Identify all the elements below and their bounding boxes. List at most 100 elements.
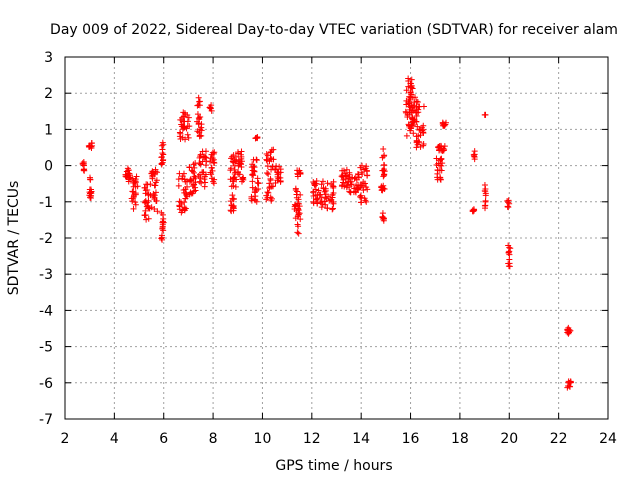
data-point <box>268 156 275 163</box>
data-point <box>201 183 208 190</box>
data-point <box>505 250 512 257</box>
grid-lines <box>65 57 608 419</box>
data-point <box>380 166 387 173</box>
data-point <box>264 170 271 177</box>
data-point <box>407 127 414 134</box>
data-point <box>311 182 318 189</box>
x-tick-label: 14 <box>352 431 370 447</box>
data-point <box>436 142 443 149</box>
data-point <box>129 188 136 195</box>
data-point <box>80 167 87 174</box>
data-point <box>380 167 387 174</box>
data-point <box>339 167 346 174</box>
data-point <box>273 163 280 170</box>
data-point <box>142 211 149 218</box>
data-point <box>264 152 271 159</box>
data-point <box>207 155 214 162</box>
data-point <box>228 208 235 215</box>
data-point <box>210 178 217 185</box>
data-point <box>343 166 350 173</box>
data-point <box>201 176 208 183</box>
data-point <box>441 146 448 153</box>
data-point <box>364 186 371 193</box>
data-point <box>198 180 205 187</box>
data-point <box>151 182 158 189</box>
data-point <box>263 196 270 203</box>
data-point <box>324 205 331 212</box>
data-point <box>229 192 236 199</box>
data-point <box>407 93 414 100</box>
data-point <box>234 160 241 167</box>
data-point <box>416 103 423 110</box>
data-point <box>314 200 321 207</box>
data-point <box>381 172 388 179</box>
data-point <box>159 224 166 231</box>
data-point <box>132 201 139 208</box>
data-point <box>179 173 186 180</box>
data-point <box>358 182 365 189</box>
data-point <box>153 197 160 204</box>
data-point <box>251 196 258 203</box>
data-point <box>176 198 183 205</box>
data-point <box>267 149 274 156</box>
data-point <box>130 195 137 202</box>
data-point <box>310 192 317 199</box>
y-tick-label: 3 <box>44 50 53 66</box>
data-points <box>79 75 574 391</box>
data-point <box>203 154 210 161</box>
data-point <box>482 111 489 118</box>
data-point <box>347 178 354 185</box>
data-point <box>230 177 237 184</box>
data-point <box>79 161 86 168</box>
data-point <box>199 148 206 155</box>
data-point <box>141 199 148 206</box>
data-point <box>186 123 193 130</box>
data-point <box>266 185 273 192</box>
data-point <box>177 199 184 206</box>
data-point <box>86 144 93 151</box>
data-point <box>132 176 139 183</box>
data-point <box>414 123 421 130</box>
data-point <box>363 198 370 205</box>
data-point <box>149 172 156 179</box>
data-point <box>342 179 349 186</box>
data-point <box>159 211 166 218</box>
data-point <box>434 167 441 174</box>
data-point <box>296 167 303 174</box>
data-point <box>130 193 137 200</box>
data-point <box>347 189 354 196</box>
data-point <box>182 136 189 143</box>
data-point <box>185 134 192 141</box>
data-point <box>196 178 203 185</box>
y-tick-label: 1 <box>44 122 53 138</box>
data-point <box>316 191 323 198</box>
data-point <box>315 187 322 194</box>
data-point <box>567 379 574 386</box>
data-point <box>294 229 301 236</box>
data-point <box>358 162 365 169</box>
data-point <box>406 123 413 130</box>
x-tick-label: 8 <box>209 431 218 447</box>
data-point <box>152 189 159 196</box>
data-point <box>409 85 416 92</box>
data-point <box>248 197 255 204</box>
data-point <box>360 187 367 194</box>
y-tick-label: 2 <box>44 86 53 102</box>
data-point <box>196 132 203 139</box>
y-tick-label: 0 <box>44 159 53 175</box>
data-point <box>417 126 424 133</box>
data-point <box>409 107 416 114</box>
data-point <box>255 180 262 187</box>
data-point <box>330 200 337 207</box>
data-point <box>134 183 141 190</box>
data-point <box>154 208 161 215</box>
data-point <box>249 178 256 185</box>
y-tick-labels: -7 -6 -5 -4 -3 -2 -1 0 1 2 3 <box>39 50 53 428</box>
data-point <box>294 188 301 195</box>
data-point <box>177 130 184 137</box>
data-point <box>405 77 412 84</box>
data-point <box>265 171 272 178</box>
data-point <box>189 168 196 175</box>
data-point <box>159 139 166 146</box>
data-point <box>564 384 571 391</box>
